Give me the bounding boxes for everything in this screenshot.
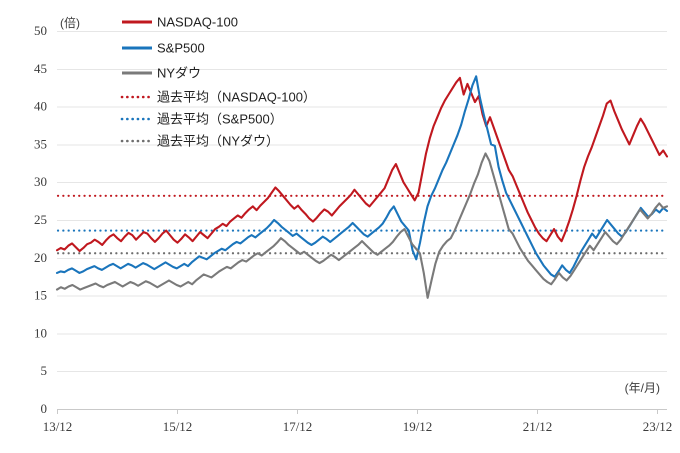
x-axis-tick-label: 15/12 [163,419,193,434]
y-axis-tick-label: 20 [34,250,47,265]
legend-label: 過去平均（NASDAQ-100） [157,89,316,104]
legend-label: NASDAQ-100 [157,14,238,29]
series-line [55,75,669,278]
y-axis-unit-label: (倍) [60,15,80,30]
y-axis-tick-label: 45 [34,61,47,76]
x-axis-tick-label: 19/12 [403,419,433,434]
series-line [55,76,669,253]
data-series [55,75,669,299]
legend-label: NYダウ [157,65,201,80]
x-axis-tick-label: 23/12 [643,419,673,434]
y-axis-tick-label: 30 [34,174,47,189]
x-axis-tick-label: 17/12 [283,419,313,434]
y-axis-tick-label: 5 [41,363,48,378]
y-axis-tick-label: 50 [34,23,47,38]
legend-label: 過去平均（S&P500） [157,111,283,126]
x-axis-tick-label: 13/12 [43,419,73,434]
y-axis-tick-label: 35 [34,136,47,151]
legend-label: 過去平均（NYダウ） [157,133,279,148]
x-axis-ticks: 13/12 15/12 17/12 19/12 21/12 23/12 [43,409,673,434]
y-axis-tick-labels: 0 5 10 15 20 25 30 35 40 45 50 [34,23,47,416]
y-axis-tick-label: 15 [34,288,47,303]
y-axis-tick-label: 25 [34,212,47,227]
legend-label: S&P500 [157,40,205,55]
average-lines [56,194,668,255]
y-axis-tick-label: 0 [41,401,48,416]
y-axis-tick-label: 40 [34,99,47,114]
x-axis-unit-label: (年/月) [625,381,660,395]
x-axis-tick-label: 21/12 [523,419,553,434]
series-line [55,152,669,299]
y-axis-tick-label: 10 [34,325,47,340]
gridlines [57,31,667,410]
